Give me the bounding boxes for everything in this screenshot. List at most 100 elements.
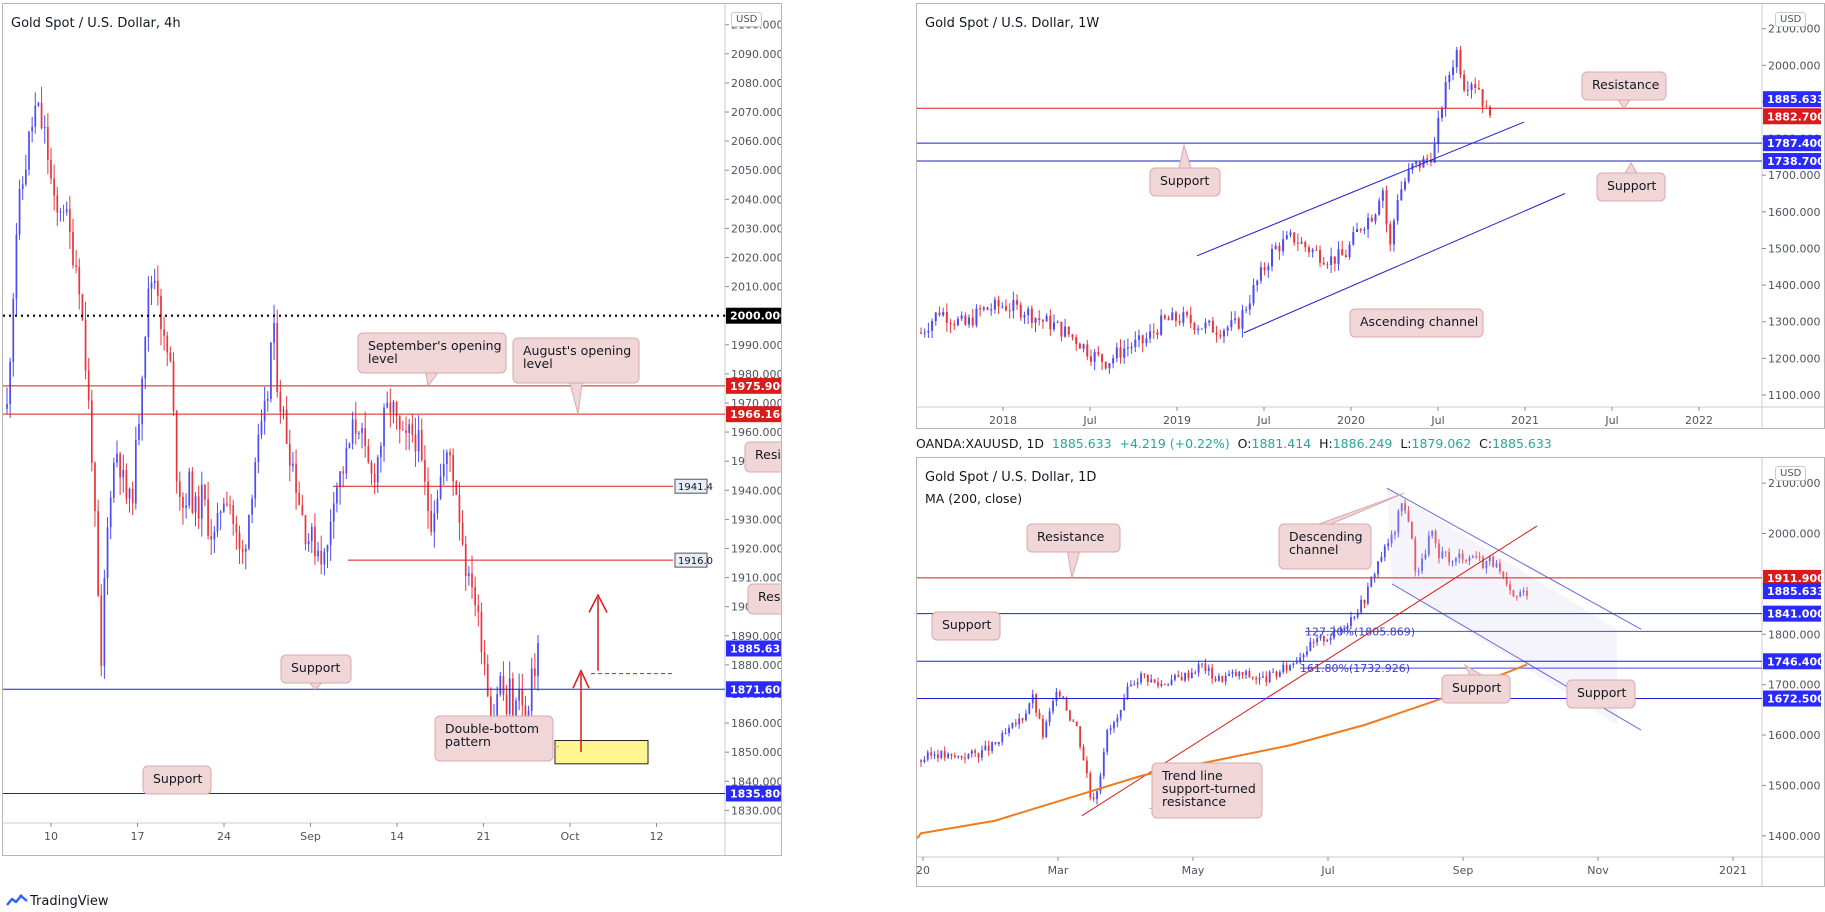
candle-body — [383, 407, 385, 447]
candle-body — [923, 332, 926, 334]
support-tag: 1841.000 — [1767, 608, 1825, 621]
candle-body — [213, 531, 216, 540]
callout-support-1-box — [280, 654, 352, 684]
candle-body — [1270, 248, 1274, 267]
candle-body — [298, 492, 301, 506]
candle-body — [386, 402, 389, 408]
callout-support-1-pointer — [1178, 143, 1192, 169]
callout-double-bottom-text: Double-bottom — [445, 721, 539, 736]
candle-body — [521, 689, 524, 706]
candle-body — [1454, 558, 1457, 562]
candle-body — [1248, 671, 1251, 678]
chart-1d-panel[interactable]: Gold Spot / U.S. Dollar, 1D MA (200, clo… — [916, 457, 1825, 887]
callout-trend-line-text: support-turned — [1162, 781, 1256, 796]
candle-body — [926, 752, 929, 760]
candle-body — [1481, 89, 1484, 107]
chart-1d-plot[interactable]: 2100.0002000.0001900.0001800.0001700.000… — [917, 458, 1825, 887]
candle-body — [1333, 630, 1335, 638]
candle-body — [1263, 267, 1266, 271]
currency-button[interactable]: USD — [1775, 12, 1807, 27]
candle-body — [1093, 352, 1096, 362]
callout-support-1-text: Support — [942, 617, 992, 632]
candle-body — [1219, 334, 1222, 337]
candle-body — [537, 643, 539, 676]
candle-body — [920, 760, 922, 762]
candle-body — [1272, 671, 1275, 673]
candle-body — [1167, 318, 1170, 321]
resistance-small-tag: 1916.0 — [678, 556, 713, 567]
candle-body — [1339, 629, 1342, 632]
candle-body — [1343, 628, 1346, 630]
candle-body — [1062, 696, 1065, 698]
current-price-tag-bg — [726, 640, 781, 657]
candle-body — [1106, 730, 1109, 752]
y-tick-label: 2020.000 — [731, 252, 782, 265]
candle-body — [1116, 717, 1119, 723]
x-tick-label: 2022 — [1685, 414, 1713, 427]
candle-body — [100, 595, 103, 666]
candle-body — [1146, 674, 1149, 683]
candle-body — [1160, 683, 1163, 686]
candle-body — [987, 745, 990, 751]
y-tick-label: 1940.000 — [731, 484, 782, 497]
candle-body — [1370, 578, 1373, 587]
y-tick-label: 1500.000 — [1768, 779, 1821, 792]
callout-descending-channel-pointer — [1318, 492, 1405, 525]
callout-resistance-2-text: Resistance — [758, 589, 782, 604]
candle-body — [496, 694, 499, 723]
candle-body — [1119, 347, 1122, 358]
candle-body — [1440, 108, 1443, 118]
currency-button[interactable]: USD — [731, 12, 763, 27]
candle-body — [84, 319, 87, 371]
candle-body — [1101, 354, 1104, 362]
chart-1w-plot[interactable]: 2100.0002000.0001900.0001800.0001700.000… — [917, 4, 1825, 429]
chart-4h-plot[interactable]: 2100.0002090.0002080.0002070.0002060.000… — [3, 4, 782, 856]
y-tick-label: 1800.000 — [1768, 628, 1821, 641]
candle-body — [1329, 637, 1332, 641]
candle-body — [15, 234, 18, 300]
candle-body — [1444, 82, 1447, 109]
callout-resistance-box — [1026, 523, 1121, 553]
candle-body — [1193, 323, 1196, 331]
candle-body — [191, 471, 194, 513]
candle-body — [1373, 574, 1376, 579]
candle-body — [72, 231, 74, 266]
candle-body — [1141, 335, 1144, 344]
candle-body — [1488, 106, 1492, 116]
chart-4h-panel[interactable]: Gold Spot / U.S. Dollar, 4h USD 2100.000… — [2, 3, 782, 856]
candle-body — [1400, 189, 1403, 201]
candle-body — [207, 499, 209, 536]
candle-body — [1353, 616, 1356, 618]
candle-body — [185, 505, 187, 508]
resistance-tag-bg — [1763, 108, 1821, 125]
candle-body — [1129, 684, 1132, 687]
candle-body — [182, 496, 184, 508]
candle-body — [411, 424, 414, 435]
candle-body — [1350, 617, 1352, 626]
candle-body — [1153, 679, 1156, 683]
candle-body — [1096, 791, 1098, 800]
candle-body — [1184, 672, 1186, 681]
callout-support-2-box — [142, 765, 212, 795]
candle-body — [90, 400, 93, 463]
candle-body — [1143, 673, 1146, 675]
candle-body — [967, 754, 970, 759]
ohlc-open: 1881.414 — [1251, 436, 1312, 451]
candle-body — [279, 392, 282, 412]
candle-body — [56, 195, 59, 213]
chart-1w-panel[interactable]: Gold Spot / U.S. Dollar, 1W USD 2100.000… — [916, 3, 1825, 429]
x-tick-label: May — [1182, 864, 1205, 877]
candle-body — [1471, 556, 1474, 558]
candle-body — [1275, 671, 1278, 677]
candle-body — [1099, 775, 1102, 792]
candle-body — [997, 741, 1000, 745]
candle-body — [131, 488, 134, 504]
candle-body — [953, 324, 956, 326]
callout-ascending-channel-box — [1349, 308, 1484, 338]
candle-body — [1021, 718, 1024, 721]
currency-button[interactable]: USD — [1775, 466, 1807, 481]
candle-body — [1385, 190, 1388, 225]
candle-body — [424, 460, 426, 482]
candle-body — [1459, 50, 1462, 75]
y-tick-label: 1700.000 — [1768, 169, 1821, 182]
